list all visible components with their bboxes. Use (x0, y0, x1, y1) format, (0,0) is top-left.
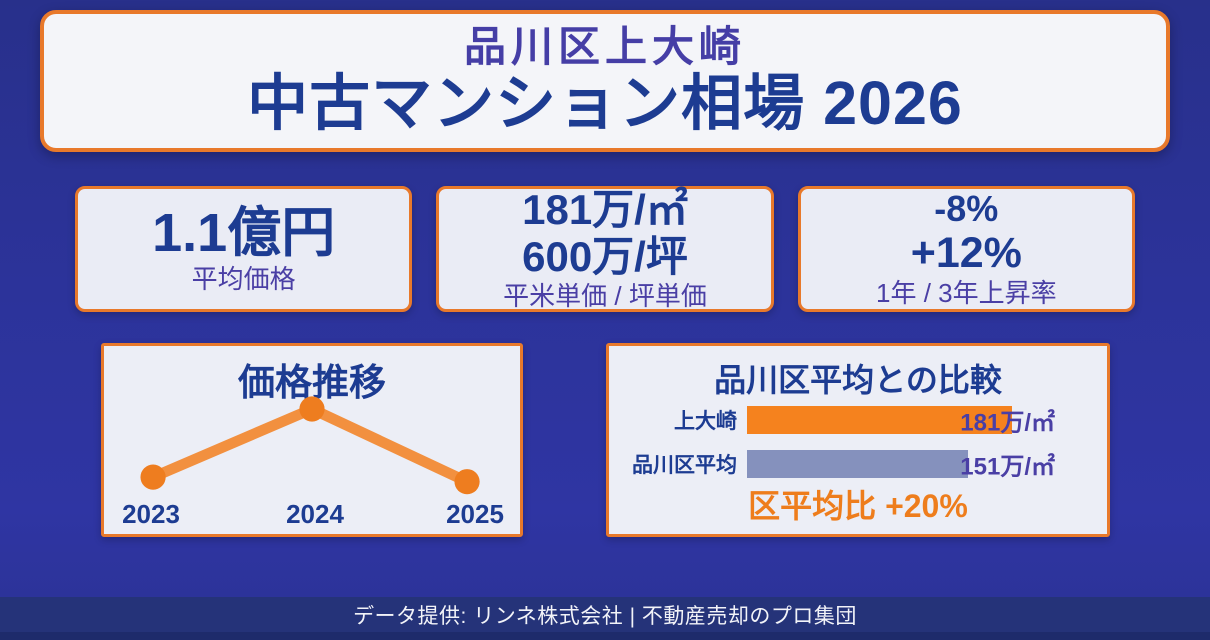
price-trend-title: 価格推移 (238, 362, 386, 403)
comparison-chart-card: 品川区平均との比較 上大崎 181万/㎡ 品川区平均 151万/㎡ 区平均比 +… (606, 343, 1110, 537)
price-trend-line-chart (140, 396, 480, 495)
trend-year-label-2024: 2024 (286, 499, 344, 529)
stat-card-unit-price: 181万/㎡ 600万/坪 平米単価 / 坪単価 (436, 186, 774, 312)
comparison-bar-row-shinagawa-average: 品川区平均 151万/㎡ (609, 450, 1107, 481)
comparison-chart-title: 品川区平均との比較 (714, 362, 1002, 398)
one-year-change-value: -8% (934, 187, 999, 229)
average-price-value: 1.1億円 (152, 202, 336, 263)
change-rate-label: 1年 / 3年上昇率 (876, 278, 1057, 309)
price-per-sqm-value: 181万/㎡ (522, 186, 688, 234)
bar-fill-kamiosaki (747, 406, 1012, 434)
page-title: 中古マンション相場 2026 (247, 69, 963, 138)
header-card: 品川区上大崎 中古マンション相場 2026 (40, 10, 1170, 152)
comparison-bar-row-kamiosaki: 上大崎 181万/㎡ (609, 406, 1107, 437)
stat-card-average-price: 1.1億円 平均価格 (75, 186, 413, 312)
data-provider-credit: データ提供: リンネ株式会社 | 不動産売却のプロ集団 (353, 604, 857, 628)
bar-label-shinagawa-average: 品川区平均 (632, 454, 737, 477)
trend-year-label-2023: 2023 (122, 499, 180, 529)
average-price-label: 平均価格 (191, 264, 296, 295)
bar-fill-shinagawa-average (747, 450, 968, 478)
bar-value-shinagawa-average: 151万/㎡ (960, 453, 1055, 481)
bar-track: 181万/㎡ (747, 406, 1095, 437)
footer-band: データ提供: リンネ株式会社 | 不動産売却のプロ集団 (0, 597, 1210, 632)
bar-track: 151万/㎡ (747, 450, 1095, 481)
header-subtitle: 品川区上大崎 (463, 23, 746, 71)
price-trend-chart-card: 価格推移 2023 2024 2025 (101, 343, 523, 537)
unit-price-label: 平米単価 / 坪単価 (503, 281, 707, 312)
bottom-strip (0, 632, 1210, 640)
stats-row: 1.1億円 平均価格 181万/㎡ 600万/坪 平米単価 / 坪単価 -8% … (75, 186, 1135, 312)
three-year-change-value: +12% (910, 229, 1022, 278)
stat-card-change-rate: -8% +12% 1年 / 3年上昇率 (797, 186, 1135, 312)
price-per-tsubo-value: 600万/坪 (522, 233, 688, 281)
trend-year-label-2025: 2025 (446, 499, 504, 529)
ward-average-comparison-note: 区平均比 +20% (748, 488, 968, 524)
bar-label-kamiosaki: 上大崎 (674, 410, 737, 433)
bar-value-kamiosaki: 181万/㎡ (960, 409, 1055, 437)
